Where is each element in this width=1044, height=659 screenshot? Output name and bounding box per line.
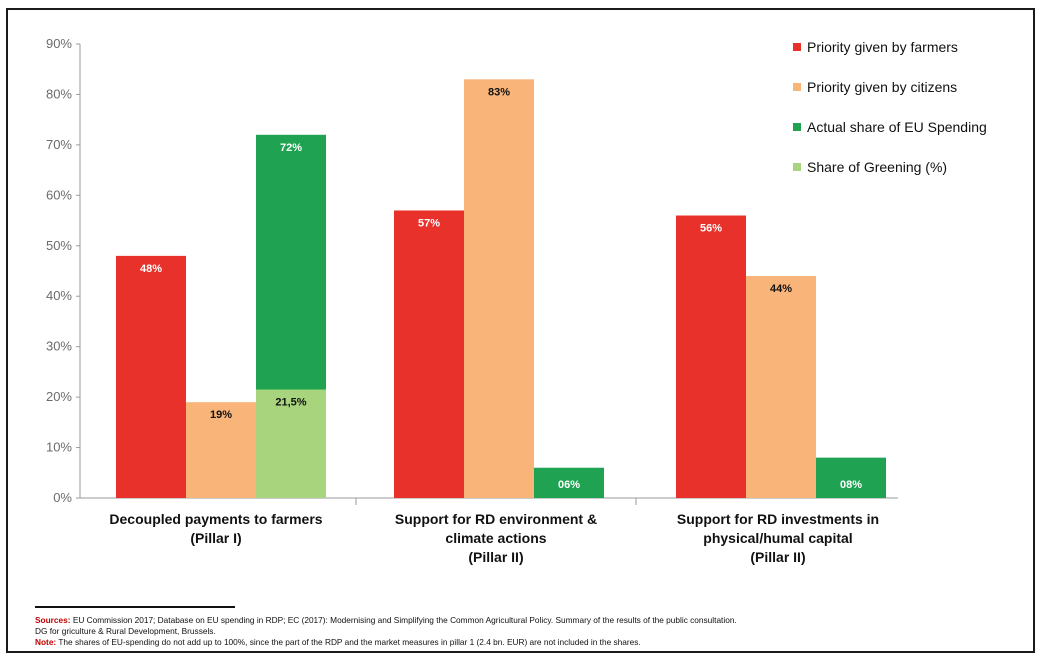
bar-priority-given-by-citizens <box>186 402 256 498</box>
data-label: 56% <box>700 223 722 235</box>
legend-swatch <box>793 123 801 131</box>
category-label: (Pillar II) <box>468 549 523 565</box>
note-line: Note: The shares of EU-spending do not a… <box>35 637 1040 648</box>
data-label: 06% <box>558 479 580 491</box>
sources-line: Sources: EU Commission 2017; Database on… <box>35 615 1040 626</box>
chart-data-labels: 48% 19% 72% 21,5% 57% 83% 06% 56% 44% 08% <box>140 86 862 491</box>
y-tick-label: 90% <box>46 36 72 51</box>
y-tick-label: 30% <box>46 339 72 354</box>
category-label: Decoupled payments to farmers <box>109 511 322 527</box>
category-label: Support for RD investments in <box>677 511 879 527</box>
bar-priority-given-by-citizens <box>746 276 816 498</box>
bar-priority-given-by-farmers <box>394 210 464 498</box>
data-label-greening: 21,5% <box>275 397 306 409</box>
data-label: 48% <box>140 263 162 275</box>
legend-swatch <box>793 43 801 51</box>
y-tick-label: 70% <box>46 137 72 152</box>
sources-label: Sources: <box>35 615 71 625</box>
data-label: 44% <box>770 283 792 295</box>
bar-chart: 0% 10% 20% 30% 40% 50% 60% 70% 80% 90% 48% 19% 72% 2… <box>46 36 987 565</box>
data-label: 19% <box>210 409 232 421</box>
note-label: Note: <box>35 637 57 647</box>
category-label: Support for RD environment & <box>395 511 597 527</box>
data-label: 08% <box>840 479 862 491</box>
y-tick-label: 80% <box>46 86 72 101</box>
sources-line-2: DG for griculture & Rural Development, B… <box>35 626 1040 637</box>
category-label: (Pillar II) <box>750 549 805 565</box>
y-tick-label: 60% <box>46 187 72 202</box>
category-label: physical/humal capital <box>703 530 852 546</box>
bar-priority-given-by-farmers <box>676 215 746 498</box>
chart-legend: Priority given by farmers Priority given … <box>793 39 987 175</box>
data-label: 83% <box>488 86 510 98</box>
chart-bars <box>116 79 886 499</box>
legend-swatch <box>793 83 801 91</box>
bar-priority-given-by-citizens <box>464 79 534 499</box>
category-label: climate actions <box>445 530 546 546</box>
footer-notes: Sources: EU Commission 2017; Database on… <box>35 606 1040 648</box>
sources-text-2: DG for griculture & Rural Development, B… <box>35 626 216 636</box>
y-tick-label: 10% <box>46 440 72 455</box>
y-tick-label: 20% <box>46 389 72 404</box>
y-tick-label: 50% <box>46 238 72 253</box>
bar-actual-share-of-eu-spending <box>534 467 604 498</box>
category-label: (Pillar I) <box>190 530 241 546</box>
sources-text: EU Commission 2017; Database on EU spend… <box>72 615 737 625</box>
bar-priority-given-by-farmers <box>116 255 186 498</box>
y-tick-label: 0% <box>53 490 72 505</box>
chart-frame: 0% 10% 20% 30% 40% 50% 60% 70% 80% 90% 48% 19% 72% 2… <box>6 8 1035 653</box>
data-label: 72% <box>280 142 302 154</box>
bar-share-of-greening <box>256 389 326 498</box>
data-label: 57% <box>418 217 440 229</box>
y-tick-label: 40% <box>46 288 72 303</box>
chart-category-labels: Decoupled payments to farmers (Pillar I) S… <box>109 511 879 565</box>
note-text: The shares of EU-spending do not add up … <box>58 637 641 647</box>
footer-rule <box>35 606 235 608</box>
legend-swatch <box>793 163 801 171</box>
legend-label: Priority given by citizens <box>807 79 957 95</box>
legend-label: Actual share of EU Spending <box>807 119 987 135</box>
legend-label: Priority given by farmers <box>807 39 958 55</box>
bar-actual-share-of-eu-spending <box>816 457 886 498</box>
legend-label: Share of Greening (%) <box>807 159 947 175</box>
